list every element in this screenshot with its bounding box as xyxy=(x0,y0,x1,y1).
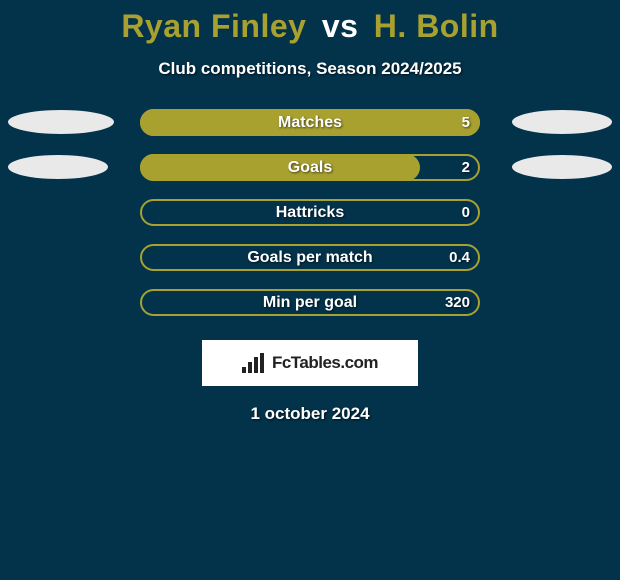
side-ellipse-left xyxy=(8,110,114,134)
bar-track xyxy=(140,199,480,226)
page-title: Ryan Finley vs H. Bolin xyxy=(0,8,620,45)
bars-icon xyxy=(242,353,266,373)
stats-container: Matches5 Goals2 Hattricks0 Goals per match0… xyxy=(0,109,620,316)
bar-track xyxy=(140,244,480,271)
side-ellipse-left xyxy=(8,155,108,179)
logo-box: FcTables.com xyxy=(202,340,418,386)
title-player1: Ryan Finley xyxy=(121,8,306,44)
logo-text: FcTables.com xyxy=(272,353,378,373)
comparison-card: Ryan Finley vs H. Bolin Club competition… xyxy=(0,0,620,580)
stat-row: Goals per match0.4 xyxy=(0,244,620,271)
stat-row: Min per goal320 xyxy=(0,289,620,316)
subtitle: Club competitions, Season 2024/2025 xyxy=(0,59,620,79)
bar-track xyxy=(140,289,480,316)
title-vs: vs xyxy=(322,8,359,44)
stat-row: Hattricks0 xyxy=(0,199,620,226)
bar-left-fill xyxy=(140,154,420,181)
side-ellipse-right xyxy=(512,110,612,134)
stat-row: Goals2 xyxy=(0,154,620,181)
bar-left-fill xyxy=(140,109,480,136)
side-ellipse-right xyxy=(512,155,612,179)
footer-date: 1 october 2024 xyxy=(0,404,620,424)
title-player2: H. Bolin xyxy=(374,8,499,44)
stat-row: Matches5 xyxy=(0,109,620,136)
